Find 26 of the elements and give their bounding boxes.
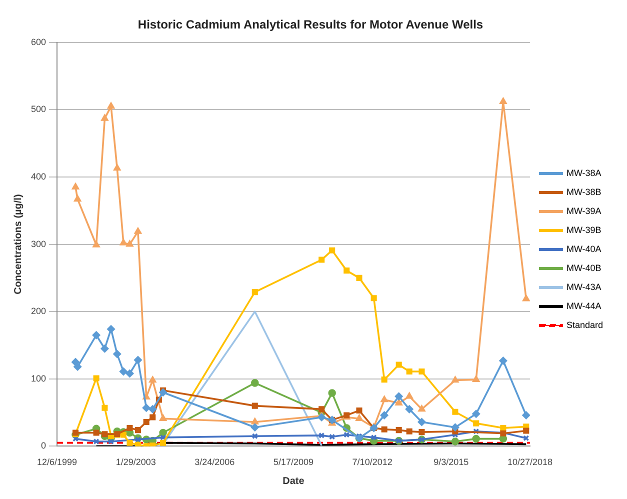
x-tick-label: 12/6/1999 [36,457,78,468]
x-axis-title: Date [282,476,305,487]
y-tick-label: 500 [30,104,46,114]
y-tick-label: 200 [30,306,46,316]
y-tick-label: 300 [30,238,46,249]
x-tick-label: 3/24/2006 [194,457,235,468]
x-tick-label: 7/10/2012 [352,457,392,468]
y-tick-label: 400 [30,171,46,182]
x-tick-label: 10/27/2018 [507,457,552,468]
chart-title: Historic Cadmium Analytical Results for Motor Avenue Wells [138,18,484,32]
legend-label: MW-43A [566,282,602,292]
y-tick-label: 600 [30,36,46,47]
legend-label: MW-40A [566,244,602,254]
legend-label: MW-38B [566,186,602,197]
legend-label: MW-44A [566,300,602,311]
legend-label: Standard [566,320,604,330]
legend-label: MW-39A [566,206,602,216]
x-tick-label: 5/17/2009 [273,457,314,468]
x-tick-label: 1/29/2003 [116,457,156,468]
x-tick-label: 9/3/2015 [434,457,469,468]
y-axis-title: Concentrations (µg/l) [12,194,24,294]
legend-label: MW-40B [566,262,602,273]
legend-label: MW-38A [566,168,602,178]
legend-label: MW-39B [566,224,602,235]
y-tick-label: 0 [41,440,46,451]
y-tick-label: 100 [30,373,46,384]
